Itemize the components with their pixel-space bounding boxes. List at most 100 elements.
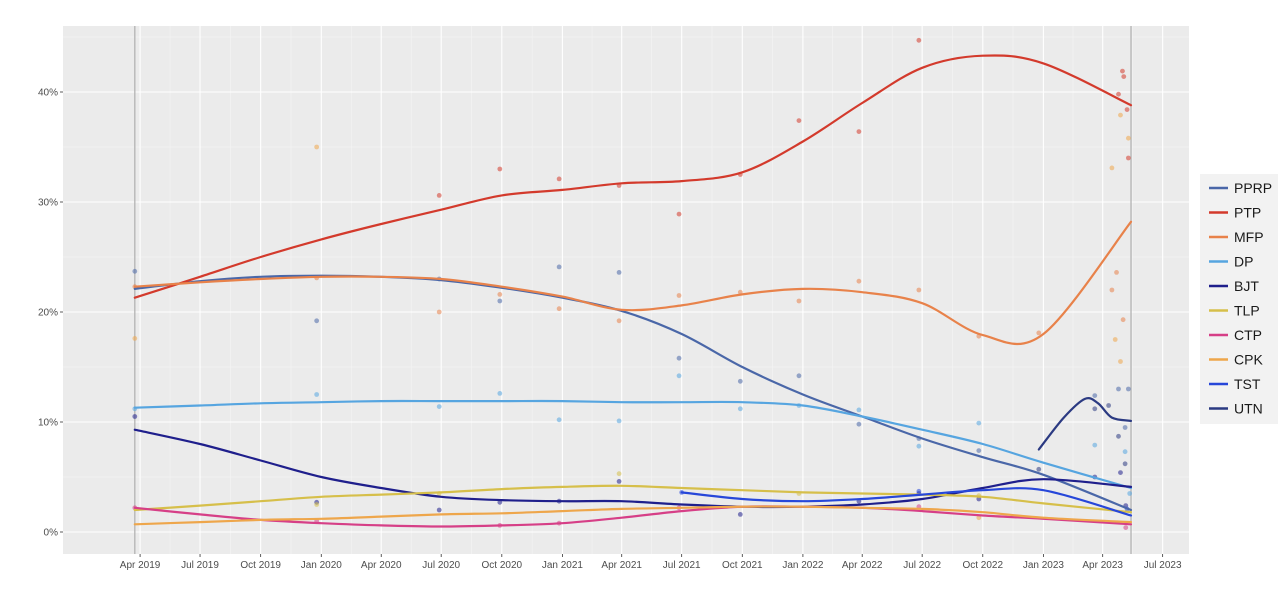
x-tick-label: Apr 2022	[842, 560, 883, 571]
cpk-poll-point	[132, 336, 138, 341]
utn-poll-point	[1092, 406, 1098, 412]
dp-poll-point	[1127, 491, 1133, 496]
ptp-poll-point	[676, 211, 682, 217]
dp-poll-point	[556, 417, 562, 423]
x-tick-label: Jan 2023	[1023, 560, 1065, 571]
ptp-poll-point	[796, 118, 802, 123]
tlp-trend-line	[133, 484, 1133, 514]
x-tick-label: Jul 2020	[422, 560, 460, 571]
pprp-poll-point	[676, 355, 682, 361]
legend-label-ptp: PTP	[1234, 205, 1261, 221]
pprp-poll-point	[1116, 386, 1121, 392]
ctp-poll-point	[1123, 525, 1129, 530]
cpk-poll-point	[1125, 135, 1131, 141]
pprp-poll-point	[556, 264, 562, 270]
legend-label-dp: DP	[1234, 254, 1253, 270]
ptp-poll-point	[1116, 91, 1121, 97]
cpk-trend-line	[133, 505, 1133, 526]
event-vertical-lines	[134, 26, 1132, 554]
tlp-poll-point	[616, 471, 622, 477]
mfp-poll-point	[676, 293, 682, 298]
pprp-poll-point	[1122, 425, 1128, 430]
bjt-poll-point	[436, 507, 442, 513]
utn-poll-point	[1116, 433, 1121, 439]
pprp-poll-point	[1125, 386, 1131, 392]
dp-poll-point	[676, 373, 682, 379]
pprp-poll-point	[1092, 393, 1098, 398]
x-tick-label: Apr 2021	[601, 560, 642, 571]
x-tick-label: Jan 2020	[301, 560, 343, 571]
mfp-poll-point	[616, 318, 622, 324]
cpk-poll-point	[1109, 165, 1115, 171]
x-axis: Apr 2019 Jul 2019 Oct 2019 Jan 2020 Apr 2020…	[120, 554, 1182, 571]
dp-poll-point	[497, 391, 503, 396]
x-tick-label: Apr 2023	[1082, 560, 1123, 571]
x-tick-label: Jan 2022	[782, 560, 824, 571]
legend-background	[1200, 174, 1278, 424]
mfp-poll-point	[916, 287, 922, 293]
x-tick-label: Jul 2019	[181, 560, 219, 571]
mfp-poll-point	[497, 292, 503, 297]
utn-poll-point	[1122, 461, 1128, 467]
mfp-poll-point	[856, 278, 862, 284]
x-tick-label: Jan 2021	[542, 560, 584, 571]
trend-lines	[133, 54, 1133, 528]
mfp-poll-point	[556, 306, 562, 312]
legend-label-tst: TST	[1234, 376, 1261, 392]
legend-label-cpk: CPK	[1234, 352, 1263, 368]
dp-poll-point	[314, 392, 320, 397]
dp-trend-line	[133, 399, 1133, 490]
pprp-poll-point	[616, 270, 622, 275]
legend-label-pprp: PPRP	[1234, 180, 1272, 196]
pprp-poll-point	[737, 378, 743, 384]
cpk-poll-point	[1112, 337, 1118, 342]
x-tick-label: Jul 2021	[663, 560, 701, 571]
x-tick-label: Oct 2021	[722, 560, 763, 571]
pprp-poll-point	[132, 268, 138, 274]
legend-label-utn: UTN	[1234, 401, 1263, 417]
legend-label-ctp: CTP	[1234, 327, 1262, 343]
bjt-poll-point	[132, 414, 138, 419]
y-tick-label: 30%	[38, 198, 58, 209]
x-tick-label: Apr 2019	[120, 560, 161, 571]
dp-poll-point	[976, 420, 982, 426]
utn-poll-point	[1036, 466, 1042, 472]
mfp-poll-point	[1120, 317, 1126, 323]
bjt-poll-point	[737, 512, 743, 517]
ptp-poll-point	[856, 129, 862, 135]
plot-panel	[63, 26, 1189, 554]
utn-trend-line	[1037, 397, 1133, 451]
x-tick-label: Oct 2019	[240, 560, 281, 571]
pprp-poll-point	[976, 448, 982, 453]
bjt-trend-line	[133, 428, 1133, 509]
legend-label-bjt: BJT	[1234, 278, 1259, 294]
ptp-poll-point	[1124, 107, 1130, 112]
bjt-poll-point	[616, 479, 622, 484]
mfp-poll-point	[1036, 330, 1042, 336]
cpk-poll-point	[1118, 359, 1123, 364]
ptp-poll-point	[497, 166, 503, 172]
ptp-poll-point	[1121, 74, 1127, 79]
pprp-poll-point	[314, 318, 320, 324]
ptp-poll-point	[436, 193, 442, 198]
y-tick-label: 20%	[38, 308, 58, 319]
mfp-poll-point	[796, 298, 802, 304]
cpk-poll-point	[314, 144, 320, 150]
dp-poll-point	[436, 404, 442, 409]
dp-poll-point	[856, 407, 862, 413]
y-tick-label: 10%	[38, 418, 58, 429]
dp-poll-point	[1092, 442, 1098, 448]
dp-poll-point	[1122, 449, 1128, 455]
ptp-poll-point	[916, 37, 922, 43]
ptp-trend-line	[133, 54, 1133, 299]
cpk-poll-point	[1118, 112, 1123, 118]
dp-poll-point	[737, 406, 743, 412]
dp-poll-point	[916, 443, 922, 449]
bjt-poll-point	[1118, 470, 1123, 475]
x-tick-label: Oct 2020	[482, 560, 523, 571]
legend-label-mfp: MFP	[1234, 229, 1264, 245]
tst-poll-point	[916, 488, 922, 494]
utn-poll-point	[1106, 403, 1112, 408]
